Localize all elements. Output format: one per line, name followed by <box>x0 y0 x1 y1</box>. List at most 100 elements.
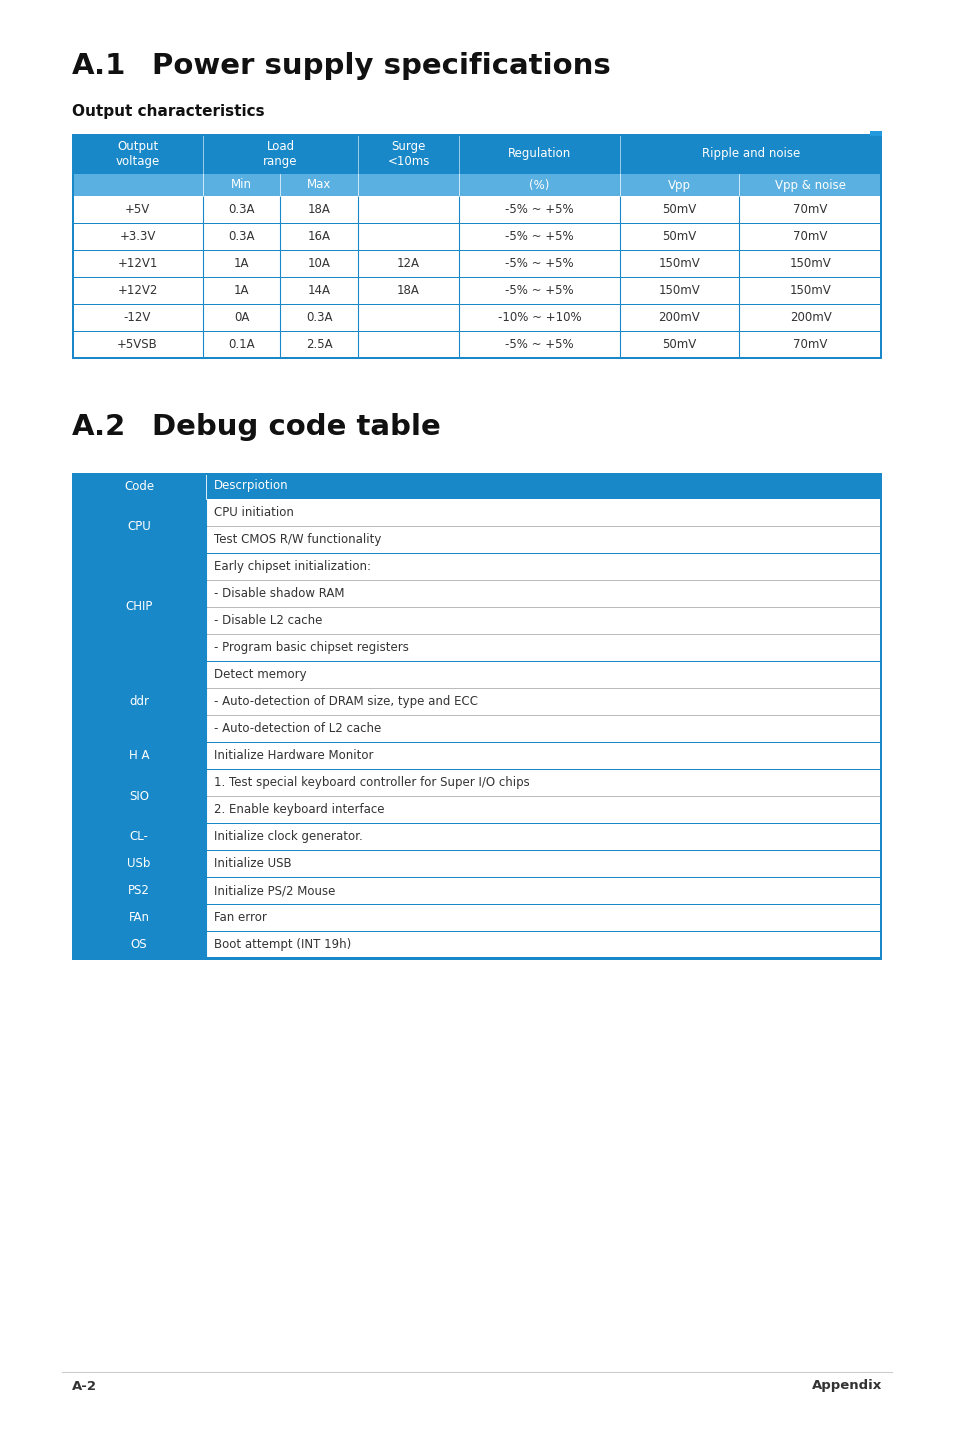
Text: 150mV: 150mV <box>658 283 700 298</box>
Bar <box>71 634 882 661</box>
Text: 150mV: 150mV <box>789 257 830 270</box>
Text: -5% ~ +5%: -5% ~ +5% <box>505 338 574 351</box>
Bar <box>71 526 882 554</box>
Text: OS: OS <box>131 938 147 951</box>
Text: 18A: 18A <box>396 283 419 298</box>
Text: -10% ~ +10%: -10% ~ +10% <box>497 311 580 324</box>
Bar <box>71 196 882 223</box>
Text: CL-: CL- <box>130 830 149 843</box>
Text: 70mV: 70mV <box>793 230 827 243</box>
Text: Initialize clock generator.: Initialize clock generator. <box>213 830 362 843</box>
Bar <box>71 357 882 360</box>
Text: SIO: SIO <box>129 789 149 802</box>
Bar <box>71 930 882 958</box>
Bar <box>71 580 882 607</box>
Bar <box>71 554 882 580</box>
Text: Debug code table: Debug code table <box>152 413 440 441</box>
Bar <box>71 223 882 250</box>
Text: +12V2: +12V2 <box>117 283 157 298</box>
Text: 2.5A: 2.5A <box>306 338 333 351</box>
Text: Code: Code <box>124 479 153 492</box>
Text: 14A: 14A <box>308 283 331 298</box>
Text: 1A: 1A <box>233 257 250 270</box>
Bar <box>71 134 74 358</box>
Text: -5% ~ +5%: -5% ~ +5% <box>505 203 574 216</box>
Text: Descrpiotion: Descrpiotion <box>213 479 289 492</box>
Bar <box>71 877 206 905</box>
Bar <box>71 769 882 797</box>
Text: (%): (%) <box>529 178 549 191</box>
Text: 0.3A: 0.3A <box>306 311 332 324</box>
Text: Boot attempt (INT 19h): Boot attempt (INT 19h) <box>213 938 351 951</box>
Text: Min: Min <box>231 178 252 191</box>
Text: -12V: -12V <box>124 311 151 324</box>
Bar <box>71 499 206 554</box>
Text: -5% ~ +5%: -5% ~ +5% <box>505 283 574 298</box>
Text: Power supply specifications: Power supply specifications <box>152 52 610 81</box>
Text: 50mV: 50mV <box>661 230 696 243</box>
Text: 2. Enable keyboard interface: 2. Enable keyboard interface <box>213 802 384 815</box>
Bar <box>71 687 882 715</box>
Text: A.2: A.2 <box>71 413 126 441</box>
Bar <box>71 661 882 687</box>
Text: 70mV: 70mV <box>793 338 827 351</box>
Bar <box>71 661 206 742</box>
Text: +3.3V: +3.3V <box>119 230 155 243</box>
Bar <box>71 823 882 850</box>
Text: PS2: PS2 <box>128 884 150 897</box>
Text: 10A: 10A <box>308 257 331 270</box>
Text: -5% ~ +5%: -5% ~ +5% <box>505 230 574 243</box>
Text: A-2: A-2 <box>71 1379 97 1392</box>
Text: Vpp & noise: Vpp & noise <box>774 178 845 191</box>
Bar <box>71 134 882 137</box>
Text: 70mV: 70mV <box>793 203 827 216</box>
Bar <box>71 473 74 958</box>
Bar <box>71 554 206 661</box>
Text: Ripple and noise: Ripple and noise <box>701 148 800 161</box>
Bar <box>879 134 882 358</box>
Text: Initialize Hardware Monitor: Initialize Hardware Monitor <box>213 749 374 762</box>
Text: Test CMOS R/W functionality: Test CMOS R/W functionality <box>213 533 381 546</box>
Text: Fan error: Fan error <box>213 912 267 925</box>
Bar <box>71 473 882 499</box>
Text: Appendix: Appendix <box>811 1379 882 1392</box>
Text: 50mV: 50mV <box>661 338 696 351</box>
Text: USb: USb <box>127 857 151 870</box>
Bar <box>71 905 882 930</box>
Text: H A: H A <box>129 749 149 762</box>
Text: - Disable L2 cache: - Disable L2 cache <box>213 614 322 627</box>
Bar <box>879 473 882 958</box>
Text: 0A: 0A <box>233 311 249 324</box>
Bar <box>71 134 882 174</box>
Bar <box>71 742 206 769</box>
Text: CPU: CPU <box>127 519 151 532</box>
Text: +12V1: +12V1 <box>117 257 157 270</box>
Text: Initialize PS/2 Mouse: Initialize PS/2 Mouse <box>213 884 335 897</box>
Bar <box>71 823 206 850</box>
Text: Max: Max <box>307 178 331 191</box>
Text: 0.1A: 0.1A <box>228 338 254 351</box>
Bar <box>71 499 882 526</box>
Text: 0.3A: 0.3A <box>229 203 254 216</box>
Bar <box>71 769 206 823</box>
Text: 12A: 12A <box>396 257 419 270</box>
Text: CHIP: CHIP <box>125 601 152 614</box>
Text: Load
range: Load range <box>263 139 297 168</box>
Text: Initialize USB: Initialize USB <box>213 857 292 870</box>
Bar <box>71 877 882 905</box>
Text: - Auto-detection of DRAM size, type and ECC: - Auto-detection of DRAM size, type and … <box>213 695 477 707</box>
Bar <box>71 607 882 634</box>
Text: Output characteristics: Output characteristics <box>71 104 264 119</box>
Text: 1. Test special keyboard controller for Super I/O chips: 1. Test special keyboard controller for … <box>213 777 529 789</box>
Bar <box>71 250 882 278</box>
Bar <box>71 715 882 742</box>
Text: ddr: ddr <box>129 695 149 707</box>
Text: 200mV: 200mV <box>789 311 830 324</box>
Bar <box>71 331 882 358</box>
Text: CPU initiation: CPU initiation <box>213 506 294 519</box>
Bar <box>71 930 206 958</box>
Text: A.1: A.1 <box>71 52 126 81</box>
Text: Output
voltage: Output voltage <box>115 139 159 168</box>
Text: FAn: FAn <box>129 912 150 925</box>
Bar <box>71 742 882 769</box>
